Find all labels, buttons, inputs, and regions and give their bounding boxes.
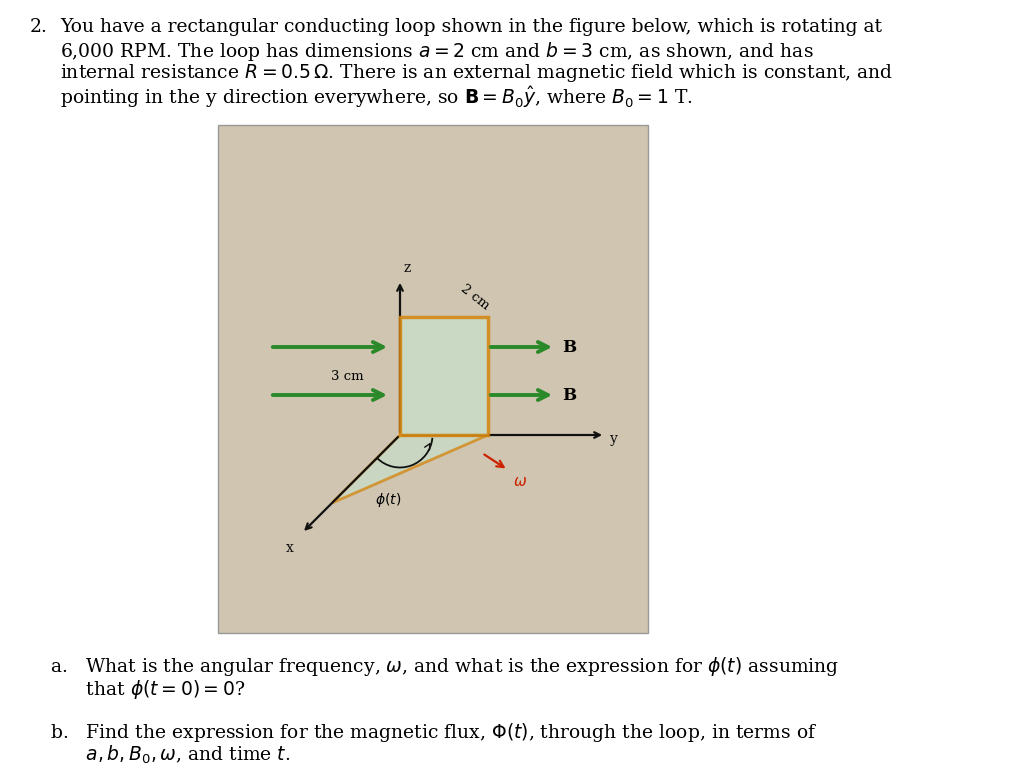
Bar [400,317,488,435]
Text: internal resistance $R = 0.5\,\Omega$. There is an external magnetic field which: internal resistance $R = 0.5\,\Omega$. T… [60,62,893,84]
Text: 3 cm: 3 cm [332,370,364,383]
Text: y: y [610,432,617,446]
Bar [218,125,648,633]
Text: B: B [562,339,577,356]
Text: B: B [562,386,577,404]
Text: a.   What is the angular frequency, $\omega$, and what is the expression for $\p: a. What is the angular frequency, $\omeg… [50,655,840,678]
Text: x: x [286,541,294,555]
Text: $\omega$: $\omega$ [513,475,527,489]
Text: that $\phi(t = 0) = 0$?: that $\phi(t = 0) = 0$? [50,678,246,701]
Text: $\phi(t)$: $\phi(t)$ [375,491,401,509]
Text: z: z [404,261,412,275]
Text: 2 cm: 2 cm [458,282,492,312]
Polygon shape [332,435,488,503]
Text: $a, b, B_0, \omega$, and time $t$.: $a, b, B_0, \omega$, and time $t$. [50,744,291,766]
Text: 6,000 RPM. The loop has dimensions $a = 2$ cm and $b = 3$ cm, as shown, and has: 6,000 RPM. The loop has dimensions $a = … [60,40,814,63]
Text: b.   Find the expression for the magnetic flux, $\Phi(t)$, through the loop, in : b. Find the expression for the magnetic … [50,721,817,744]
Text: You have a rectangular conducting loop shown in the figure below, which is rotat: You have a rectangular conducting loop s… [60,18,882,36]
Text: 2.: 2. [30,18,48,36]
Text: pointing in the y direction everywhere, so $\mathbf{B} = B_0\hat{y}$, where $B_0: pointing in the y direction everywhere, … [60,84,692,110]
